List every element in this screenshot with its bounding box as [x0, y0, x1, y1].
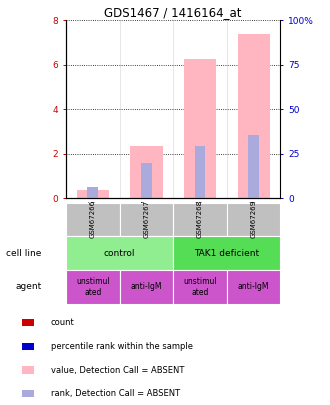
Text: control: control — [104, 249, 135, 258]
Text: unstimul
ated: unstimul ated — [76, 277, 110, 296]
Bar — [173, 202, 227, 236]
Text: unstimul
ated: unstimul ated — [183, 277, 217, 296]
Text: cell line: cell line — [7, 249, 42, 258]
Bar — [66, 236, 173, 270]
Text: count: count — [51, 318, 75, 327]
Text: GSM67266: GSM67266 — [90, 200, 96, 239]
Bar — [227, 202, 280, 236]
Text: rank, Detection Call = ABSENT: rank, Detection Call = ABSENT — [51, 389, 180, 399]
Bar — [227, 270, 280, 304]
Bar — [248, 135, 259, 198]
Bar — [22, 343, 34, 350]
Bar — [238, 34, 270, 198]
Text: anti-IgM: anti-IgM — [131, 282, 162, 291]
Bar — [77, 190, 109, 198]
Text: TAK1 deficient: TAK1 deficient — [194, 249, 259, 258]
Bar — [195, 146, 205, 198]
Bar — [87, 187, 98, 198]
Bar — [66, 202, 119, 236]
Bar — [66, 270, 119, 304]
Bar — [141, 163, 152, 198]
Text: GSM67268: GSM67268 — [197, 200, 203, 239]
Text: GSM67267: GSM67267 — [144, 200, 149, 239]
Text: percentile rank within the sample: percentile rank within the sample — [51, 342, 193, 351]
Text: value, Detection Call = ABSENT: value, Detection Call = ABSENT — [51, 366, 184, 375]
Bar — [130, 146, 162, 198]
Text: agent: agent — [16, 282, 42, 291]
Bar — [184, 59, 216, 198]
Bar — [22, 390, 34, 397]
Bar — [119, 270, 173, 304]
Bar — [22, 319, 34, 326]
Bar — [119, 202, 173, 236]
Bar — [22, 367, 34, 374]
Title: GDS1467 / 1416164_at: GDS1467 / 1416164_at — [105, 6, 242, 19]
Bar — [173, 270, 227, 304]
Text: anti-IgM: anti-IgM — [238, 282, 269, 291]
Bar — [173, 236, 280, 270]
Text: GSM67269: GSM67269 — [251, 200, 257, 239]
